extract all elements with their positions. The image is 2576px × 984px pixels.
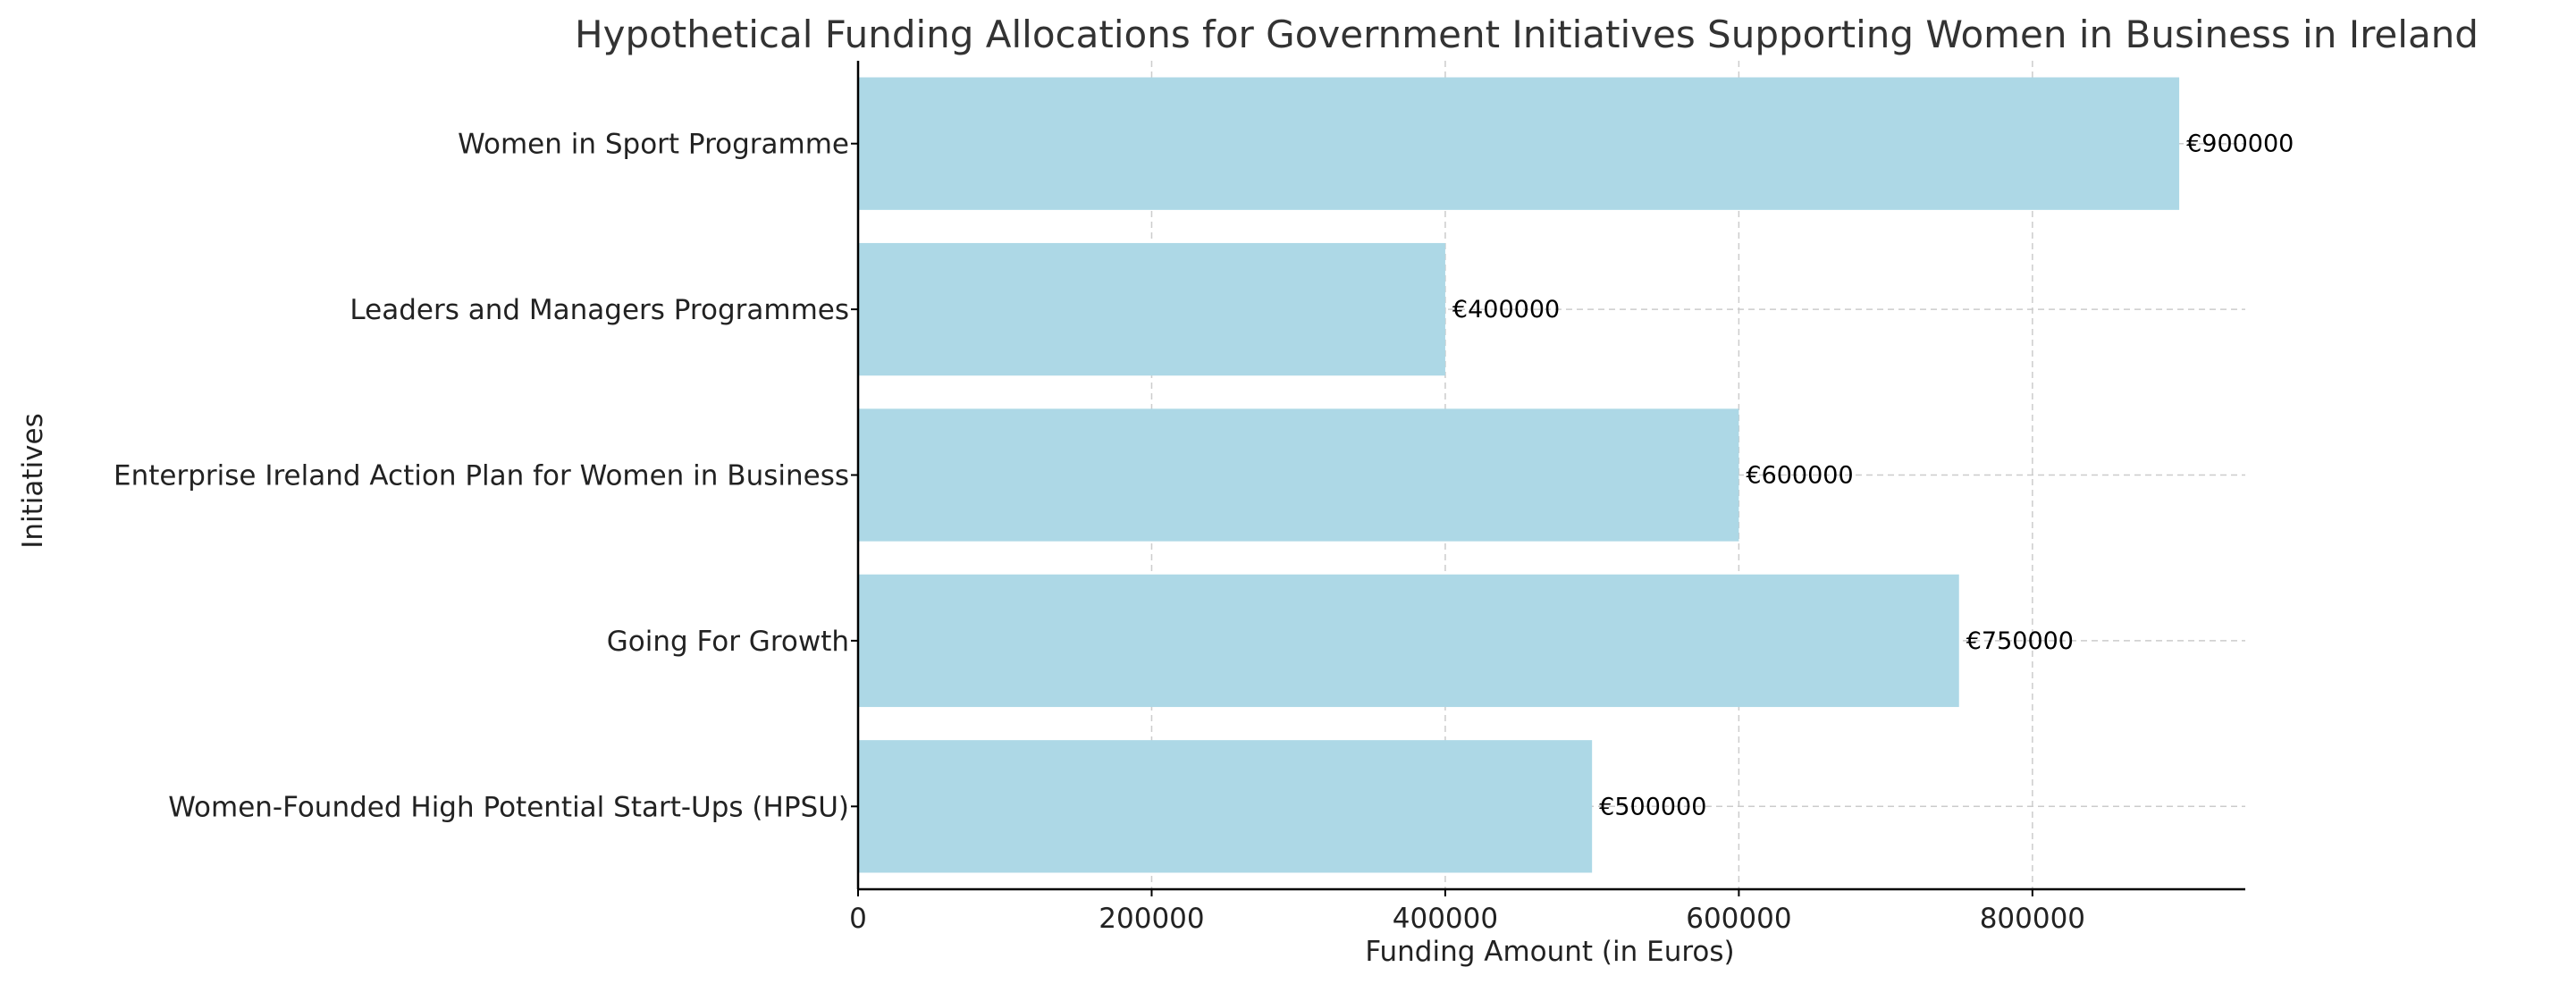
bar-layer [858,77,2180,873]
y-axis-label: Initiatives [17,413,49,549]
bar-value-label: €600000 [1746,462,1853,490]
y-tick-label: Going For Growth [607,626,849,658]
chart-title: Hypothetical Funding Allocations for Gov… [575,13,2479,56]
y-tick-label: Women in Sport Programme [458,129,849,161]
bar [858,77,2180,210]
y-tick-label: Leaders and Managers Programmes [349,294,849,326]
label-layer: €500000 €750000 €600000 €400000 €900000 [1452,130,2294,821]
x-tick-label: 200000 [1099,903,1204,935]
bar [858,408,1739,542]
bar [858,740,1593,873]
bar-value-label: €900000 [2186,130,2294,158]
y-tick-label: Enterprise Ireland Action Plan for Women… [114,460,849,492]
x-tick-label: 400000 [1393,903,1498,935]
x-tick-label: 800000 [1980,903,2085,935]
bar [858,242,1445,376]
tick-layer: Women-Founded High Potential Start-Ups (… [114,129,2085,935]
bar-value-label: €400000 [1452,296,1560,324]
bar [858,574,1959,708]
x-axis-label: Funding Amount (in Euros) [1365,936,1734,968]
x-tick-label: 0 [849,903,867,935]
x-tick-label: 600000 [1686,903,1791,935]
y-tick-label: Women-Founded High Potential Start-Ups (… [168,791,849,823]
bar-value-label: €750000 [1966,627,2074,655]
bar-value-label: €500000 [1599,793,1706,820]
